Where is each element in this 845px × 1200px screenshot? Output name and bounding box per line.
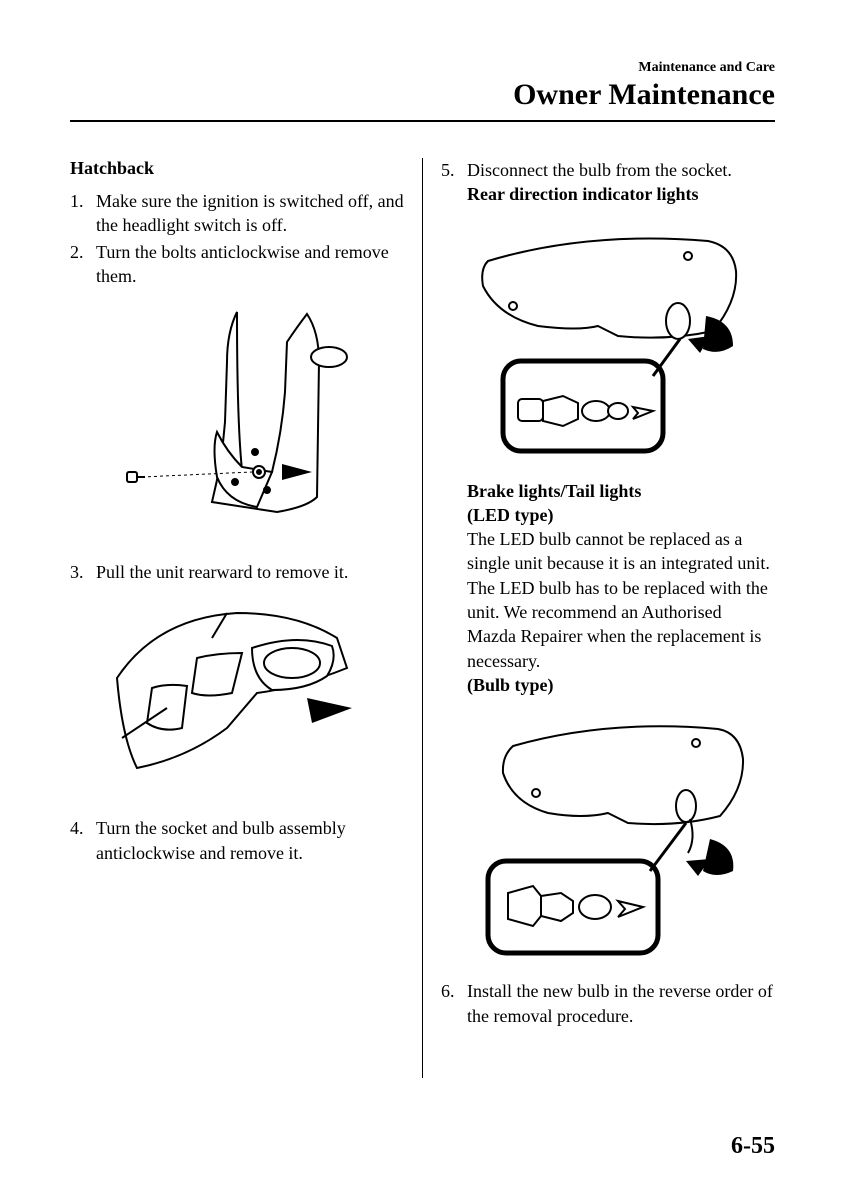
two-column-body: Hatchback Make sure the ignition is swit… bbox=[70, 158, 775, 1078]
step-3: Pull the unit rearward to remove it. bbox=[70, 560, 404, 584]
step-2: Turn the bolts anticlockwise and remove … bbox=[70, 240, 404, 289]
steps-left-3: Pull the unit rearward to remove it. bbox=[70, 560, 404, 584]
figure-rear-indicator bbox=[441, 221, 775, 461]
step-5-text: Disconnect the bulb from the socket. bbox=[467, 160, 732, 180]
unit-removal-icon bbox=[97, 598, 377, 798]
header-rule bbox=[70, 120, 775, 122]
bolt-removal-icon bbox=[107, 302, 367, 542]
brake-lights-heading: Brake lights/Tail lights bbox=[467, 479, 775, 503]
steps-right-5: Disconnect the bulb from the socket. Rea… bbox=[441, 158, 775, 207]
step-5: Disconnect the bulb from the socket. Rea… bbox=[441, 158, 775, 207]
page-number: 6-55 bbox=[731, 1133, 775, 1160]
right-column: Disconnect the bulb from the socket. Rea… bbox=[423, 158, 775, 1078]
led-type-label: (LED type) bbox=[467, 503, 775, 527]
figure-bulb-type bbox=[441, 711, 775, 961]
section-heading-hatchback: Hatchback bbox=[70, 158, 404, 179]
step-4: Turn the socket and bulb assembly anticl… bbox=[70, 816, 404, 865]
step-1: Make sure the ignition is switched off, … bbox=[70, 189, 404, 238]
brake-lights-block: Brake lights/Tail lights (LED type) The … bbox=[441, 479, 775, 698]
bulb-type-label: (Bulb type) bbox=[467, 673, 775, 697]
steps-left-4: Turn the socket and bulb assembly anticl… bbox=[70, 816, 404, 865]
figure-bolt-removal bbox=[70, 302, 404, 542]
step-5-subhead: Rear direction indicator lights bbox=[467, 184, 699, 204]
page-title: Owner Maintenance bbox=[70, 78, 775, 112]
rear-indicator-icon bbox=[458, 221, 758, 461]
step-6: Install the new bulb in the reverse orde… bbox=[441, 979, 775, 1028]
steps-left: Make sure the ignition is switched off, … bbox=[70, 189, 404, 288]
led-paragraph-1: The LED bulb cannot be replaced as a sin… bbox=[467, 527, 775, 576]
led-paragraph-2: The LED bulb has to be replaced with the… bbox=[467, 576, 775, 673]
bulb-type-icon bbox=[458, 711, 758, 961]
steps-right-6: Install the new bulb in the reverse orde… bbox=[441, 979, 775, 1028]
figure-unit-removal bbox=[70, 598, 404, 798]
breadcrumb: Maintenance and Care bbox=[70, 60, 775, 76]
page-header: Maintenance and Care Owner Maintenance bbox=[70, 60, 775, 112]
left-column: Hatchback Make sure the ignition is swit… bbox=[70, 158, 422, 1078]
